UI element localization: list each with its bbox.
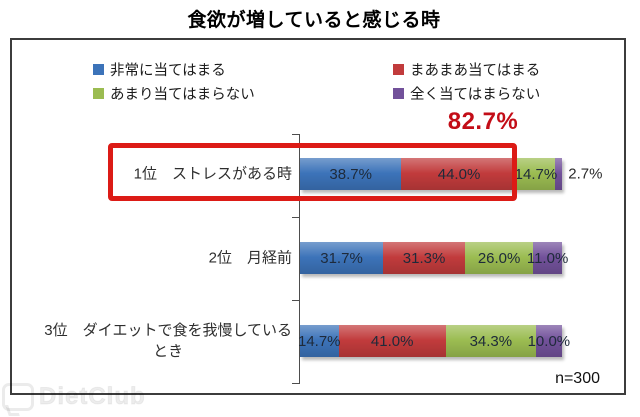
legend-swatch-icon xyxy=(93,64,104,75)
legend-label: 非常に当てはまる xyxy=(110,63,226,79)
bar-segment-0: 38.7% xyxy=(300,158,402,190)
segment-value-label: 14.7% xyxy=(514,165,558,183)
bar-segment-2: 14.7% xyxy=(514,158,558,190)
segment-value-label: 10.0% xyxy=(527,332,571,350)
segment-value-label: 44.0% xyxy=(437,165,481,183)
bar-segment-2: 26.0% xyxy=(465,242,534,274)
legend-label: あまり当てはまらない xyxy=(110,87,255,103)
legend-item-0: 非常に当てはまる xyxy=(93,58,393,81)
segment-value-label: 26.0% xyxy=(477,249,521,267)
axis-tick xyxy=(292,217,300,218)
bar-segment-1: 31.3% xyxy=(383,242,466,274)
sample-size-label: n=300 xyxy=(555,370,600,387)
category-label-1: 2位 月経前 xyxy=(208,249,292,267)
highlight-rect xyxy=(108,143,517,201)
axis-tick xyxy=(292,134,300,135)
axis-tick xyxy=(292,300,300,301)
legend-item-1: まあまあ当てはまる xyxy=(393,58,593,81)
legend-label: まあまあ当てはまる xyxy=(410,63,541,79)
axis-tick xyxy=(292,383,300,384)
bar-segment-0: 14.7% xyxy=(297,325,341,357)
segment-value-label: 31.7% xyxy=(320,249,363,267)
legend-item-3: 全く当てはまらない xyxy=(393,82,593,105)
legend: 非常に当てはまる まあまあ当てはまるあまり当てはまらない 全く当てはまらない xyxy=(93,58,593,105)
legend-swatch-icon xyxy=(393,64,404,75)
category-axis-line xyxy=(299,134,300,384)
bar-row-2: 14.7% 41.0% 34.3% 10.0% xyxy=(297,325,570,357)
bar-row-1: 31.7% 31.3% 26.0% 11.0% xyxy=(300,242,568,274)
category-label-2: 3位 ダイエットで食を我慢している とき xyxy=(44,322,292,360)
chart-title: 食欲が増していると感じる時 xyxy=(187,10,441,31)
bar-segment-3: 10.0% xyxy=(528,325,570,357)
bar-segment-1: 41.0% xyxy=(338,325,446,357)
legend-item-2: あまり当てはまらない xyxy=(93,82,393,105)
bar-segment-3 xyxy=(555,158,563,190)
legend-swatch-icon xyxy=(93,88,104,99)
segment-value-label: 11.0% xyxy=(526,249,569,267)
bar-segment-2: 34.3% xyxy=(445,325,536,357)
bar-segment-0: 31.7% xyxy=(300,242,384,274)
chart-plot-box: 非常に当てはまる まあまあ当てはまるあまり当てはまらない 全く当てはまらない 1位 … xyxy=(10,38,626,395)
segment-value-label: 34.3% xyxy=(469,332,513,350)
bar-row-0: 38.7% 44.0% 14.7% 2.7% xyxy=(300,158,602,190)
legend-swatch-icon xyxy=(393,88,404,99)
category-label-0: 1位 ストレスがある時 xyxy=(133,165,292,183)
bar-segment-3: 11.0% xyxy=(527,242,568,274)
segment-value-label: 38.7% xyxy=(329,165,372,183)
segment-value-label: 14.7% xyxy=(297,332,341,350)
segment-value-label: 41.0% xyxy=(370,332,414,350)
segment-value-label: 31.3% xyxy=(402,249,446,267)
bar-segment-1: 44.0% xyxy=(401,158,517,190)
segment-value-label: 2.7% xyxy=(568,165,603,183)
legend-label: 全く当てはまらない xyxy=(410,87,541,103)
highlight-annotation: 82.7% xyxy=(447,108,519,135)
plot-area: 1位 ストレスがある時 38.7% 44.0% 14.7% 2.7% 2位 月経前 31.7… xyxy=(12,40,624,393)
